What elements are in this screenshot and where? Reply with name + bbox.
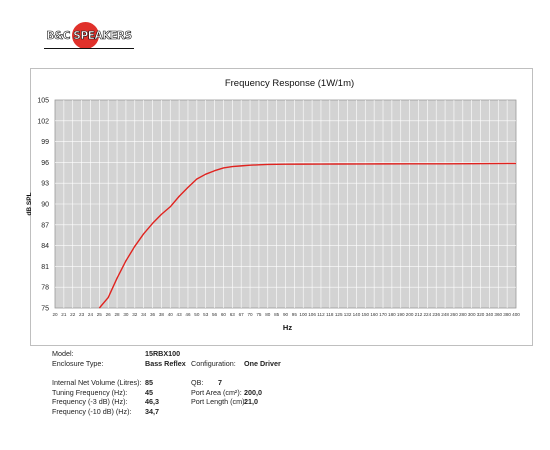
x-tick-label: 90 xyxy=(283,312,289,317)
y-tick-label: 87 xyxy=(41,222,49,229)
x-tick-label: 46 xyxy=(185,312,191,317)
y-tick-label: 81 xyxy=(41,264,49,271)
chart-title: Frequency Response (1W/1m) xyxy=(225,78,354,89)
x-tick-label: 36 xyxy=(150,312,156,317)
x-tick-label: 38 xyxy=(159,312,165,317)
x-tick-label: 67 xyxy=(239,312,245,317)
x-tick-label: 50 xyxy=(194,312,200,317)
spec-value-configuration: One Driver xyxy=(244,359,281,368)
spec-label-port-area: Port Area (cm²): xyxy=(191,388,242,397)
x-tick-label: 280 xyxy=(459,312,467,317)
x-tick-label: 160 xyxy=(370,312,378,317)
y-tick-label: 78 xyxy=(41,285,49,292)
x-tick-label: 248 xyxy=(441,312,449,317)
x-tick-label: 75 xyxy=(256,312,262,317)
spec-label-enclosure: Enclosure Type: xyxy=(52,359,104,368)
y-axis-label: dB SPL xyxy=(26,192,33,215)
spec-label-model: Model: xyxy=(52,349,74,358)
spec-label-f10: Frequency (-10 dB) (Hz): xyxy=(52,407,132,416)
brand-logo: B&C SPEAKERS xyxy=(44,22,134,50)
y-tick-label: 75 xyxy=(41,306,49,313)
x-tick-label: 112 xyxy=(317,312,325,317)
x-axis-label: Hz xyxy=(283,323,292,332)
spec-label-port-length: Port Length (cm): xyxy=(191,397,247,406)
x-tick-label: 340 xyxy=(486,312,494,317)
y-tick-label: 93 xyxy=(41,181,49,188)
spec-value-tuning: 45 xyxy=(145,388,153,397)
x-tick-label: 150 xyxy=(361,312,369,317)
x-tick-label: 85 xyxy=(274,312,280,317)
spec-value-qb: 7 xyxy=(218,378,222,387)
spec-label-tuning: Tuning Frequency (Hz): xyxy=(52,388,128,397)
x-tick-label: 25 xyxy=(97,312,103,317)
y-tick-label: 99 xyxy=(41,139,49,146)
x-tick-label: 360 xyxy=(494,312,502,317)
x-tick-label: 26 xyxy=(106,312,112,317)
x-tick-label: 190 xyxy=(397,312,405,317)
x-tick-label: 21 xyxy=(61,312,67,317)
x-tick-label: 43 xyxy=(177,312,183,317)
y-tick-label: 90 xyxy=(41,202,49,209)
x-tick-label: 212 xyxy=(415,312,423,317)
x-tick-label: 140 xyxy=(353,312,361,317)
x-tick-label: 23 xyxy=(79,312,85,317)
spec-label-qb: QB: xyxy=(191,378,204,387)
x-tick-label: 180 xyxy=(388,312,396,317)
x-tick-label: 400 xyxy=(512,312,520,317)
x-tick-label: 170 xyxy=(379,312,387,317)
spec-value-enclosure: Bass Reflex xyxy=(145,359,186,368)
logo-underline xyxy=(44,48,134,49)
x-tick-label: 40 xyxy=(168,312,174,317)
x-tick-label: 34 xyxy=(141,312,147,317)
x-tick-label: 56 xyxy=(212,312,218,317)
x-tick-label: 30 xyxy=(123,312,129,317)
y-tick-label: 84 xyxy=(41,243,49,250)
spec-value-volume: 85 xyxy=(145,378,153,387)
x-tick-label: 260 xyxy=(450,312,458,317)
spec-value-model: 15RBX100 xyxy=(145,349,181,358)
spec-value-f3: 46,3 xyxy=(145,397,159,406)
x-tick-label: 20 xyxy=(52,312,58,317)
x-tick-label: 28 xyxy=(114,312,120,317)
x-tick-label: 22 xyxy=(70,312,76,317)
x-tick-label: 300 xyxy=(468,312,476,317)
x-tick-label: 95 xyxy=(292,312,298,317)
spec-value-port-area: 200,0 xyxy=(244,388,262,397)
x-tick-label: 320 xyxy=(477,312,485,317)
x-tick-label: 63 xyxy=(230,312,236,317)
x-tick-label: 32 xyxy=(132,312,138,317)
spec-value-port-length: 21,0 xyxy=(244,397,258,406)
x-tick-label: 200 xyxy=(406,312,414,317)
x-tick-label: 100 xyxy=(299,312,307,317)
x-tick-label: 125 xyxy=(335,312,343,317)
x-tick-label: 132 xyxy=(344,312,352,317)
x-tick-label: 380 xyxy=(503,312,511,317)
x-tick-label: 236 xyxy=(432,312,440,317)
spec-value-f10: 34,7 xyxy=(145,407,159,416)
frequency-response-line xyxy=(98,162,517,309)
x-tick-label: 224 xyxy=(424,312,432,317)
x-tick-label: 53 xyxy=(203,312,209,317)
spec-label-f3: Frequency (-3 dB) (Hz): xyxy=(52,397,128,406)
x-tick-label: 60 xyxy=(221,312,227,317)
logo-circle xyxy=(72,22,99,49)
x-tick-label: 118 xyxy=(326,312,334,317)
y-tick-label: 96 xyxy=(41,160,49,167)
x-tick-label: 24 xyxy=(88,312,94,317)
logo-text: B&C SPEAKERS xyxy=(46,30,132,43)
x-tick-label: 70 xyxy=(247,312,253,317)
spec-label-configuration: Configuration: xyxy=(191,359,236,368)
y-tick-label: 102 xyxy=(37,118,49,125)
spec-label-volume: Internal Net Volume (Litres): xyxy=(52,378,142,387)
x-tick-label: 106 xyxy=(308,312,316,317)
x-tick-label: 80 xyxy=(265,312,271,317)
y-tick-label: 105 xyxy=(37,98,49,105)
